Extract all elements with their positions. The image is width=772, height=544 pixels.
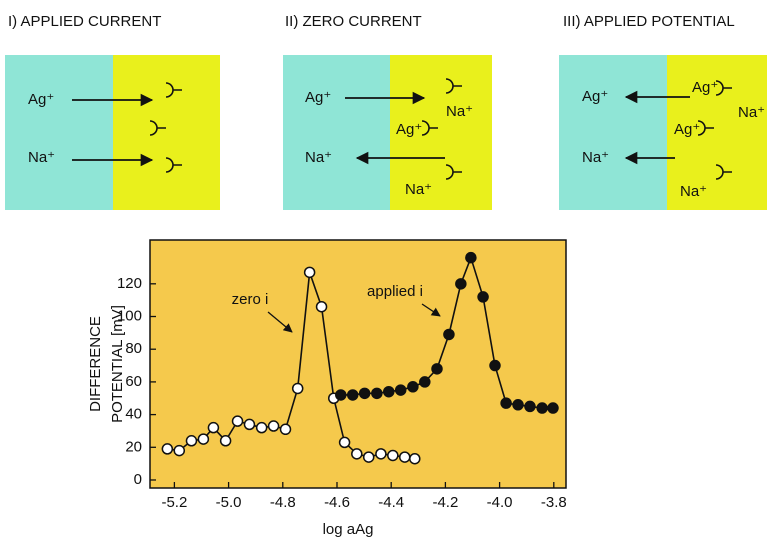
panel-applied-potential: III) APPLIED POTENTIAL Ag⁺ Ag⁺ Na⁺ Ag⁺ N… (559, 13, 767, 210)
data-point (400, 452, 410, 462)
data-point (352, 449, 362, 459)
x-tick-label: -4.4 (378, 494, 404, 511)
ion-label: Na⁺ (28, 149, 55, 166)
y-tick-label: 80 (125, 340, 142, 357)
data-point (456, 279, 466, 289)
data-point (388, 450, 398, 460)
x-tick-label: -5.2 (161, 494, 187, 511)
data-point (501, 398, 511, 408)
data-point (432, 364, 442, 374)
data-point (340, 437, 350, 447)
ion-label: Na⁺ (680, 183, 707, 200)
x-axis-label: log aAg (323, 521, 374, 538)
data-point (408, 382, 418, 392)
data-point (466, 253, 476, 263)
ion-label: Ag⁺ (396, 121, 422, 138)
data-point (548, 403, 558, 413)
data-point (257, 423, 267, 433)
data-point (410, 454, 420, 464)
data-point (317, 302, 327, 312)
data-point (513, 400, 523, 410)
series-annotation: applied i (367, 283, 423, 300)
data-point (364, 452, 374, 462)
data-point (293, 383, 303, 393)
panel-applied-current: I) APPLIED CURRENT Ag⁺ Na⁺ (5, 13, 220, 210)
data-point (537, 403, 547, 413)
data-point (420, 377, 430, 387)
membrane-region (113, 55, 220, 210)
series-annotation: zero i (232, 291, 269, 308)
data-point (360, 388, 370, 398)
data-point (198, 434, 208, 444)
panel-title: II) ZERO CURRENT (285, 13, 422, 30)
figure: I) APPLIED CURRENT Ag⁺ Na⁺ II) ZERO CURR… (0, 0, 772, 544)
y-tick-label: 40 (125, 406, 142, 423)
solution-region (283, 55, 390, 210)
data-point (281, 424, 291, 434)
x-tick-label: -4.8 (270, 494, 296, 511)
data-point (269, 421, 279, 431)
data-point (233, 416, 243, 426)
ion-label: Ag⁺ (305, 89, 331, 106)
y-tick-label: 120 (117, 275, 142, 292)
x-tick-label: -4.2 (432, 494, 458, 511)
data-point (384, 387, 394, 397)
ion-label: Ag⁺ (692, 79, 718, 96)
y-tick-label: 60 (125, 373, 142, 390)
data-point (376, 449, 386, 459)
data-point (221, 436, 231, 446)
y-tick-label: 0 (134, 471, 142, 488)
data-point (208, 423, 218, 433)
data-point (525, 401, 535, 411)
y-axis-label: POTENTIAL [mV] (109, 305, 126, 423)
data-point (336, 390, 346, 400)
ion-label: Na⁺ (305, 149, 332, 166)
ion-label: Ag⁺ (28, 91, 54, 108)
data-point (444, 329, 454, 339)
solution-region (5, 55, 113, 210)
data-point (174, 446, 184, 456)
ion-label: Na⁺ (738, 104, 765, 121)
x-tick-label: -5.0 (216, 494, 242, 511)
ion-label: Na⁺ (446, 103, 473, 120)
x-tick-label: -3.8 (541, 494, 567, 511)
panel-title: III) APPLIED POTENTIAL (563, 13, 735, 30)
solution-region (559, 55, 667, 210)
ion-label: Ag⁺ (674, 121, 700, 138)
data-point (372, 388, 382, 398)
ion-label: Ag⁺ (582, 88, 608, 105)
chart: -5.2 -5.0 -4.8 -4.6 -4.4 -4.2 -4.0 -3.8 0 20 40 60 8… (87, 240, 567, 538)
data-point (186, 436, 196, 446)
ion-label: Na⁺ (582, 149, 609, 166)
x-tick-label: -4.0 (487, 494, 513, 511)
y-axis-label: DIFFERENCE (87, 316, 104, 412)
data-point (348, 390, 358, 400)
ion-label: Na⁺ (405, 181, 432, 198)
data-point (490, 361, 500, 371)
data-point (396, 385, 406, 395)
data-point (305, 267, 315, 277)
panel-title: I) APPLIED CURRENT (8, 13, 161, 30)
y-tick-label: 20 (125, 438, 142, 455)
x-tick-label: -4.6 (324, 494, 350, 511)
data-point (478, 292, 488, 302)
data-point (244, 419, 254, 429)
data-point (162, 444, 172, 454)
panel-zero-current: II) ZERO CURRENT Ag⁺ Na⁺ Ag⁺ Na⁺ Na⁺ (283, 13, 492, 210)
